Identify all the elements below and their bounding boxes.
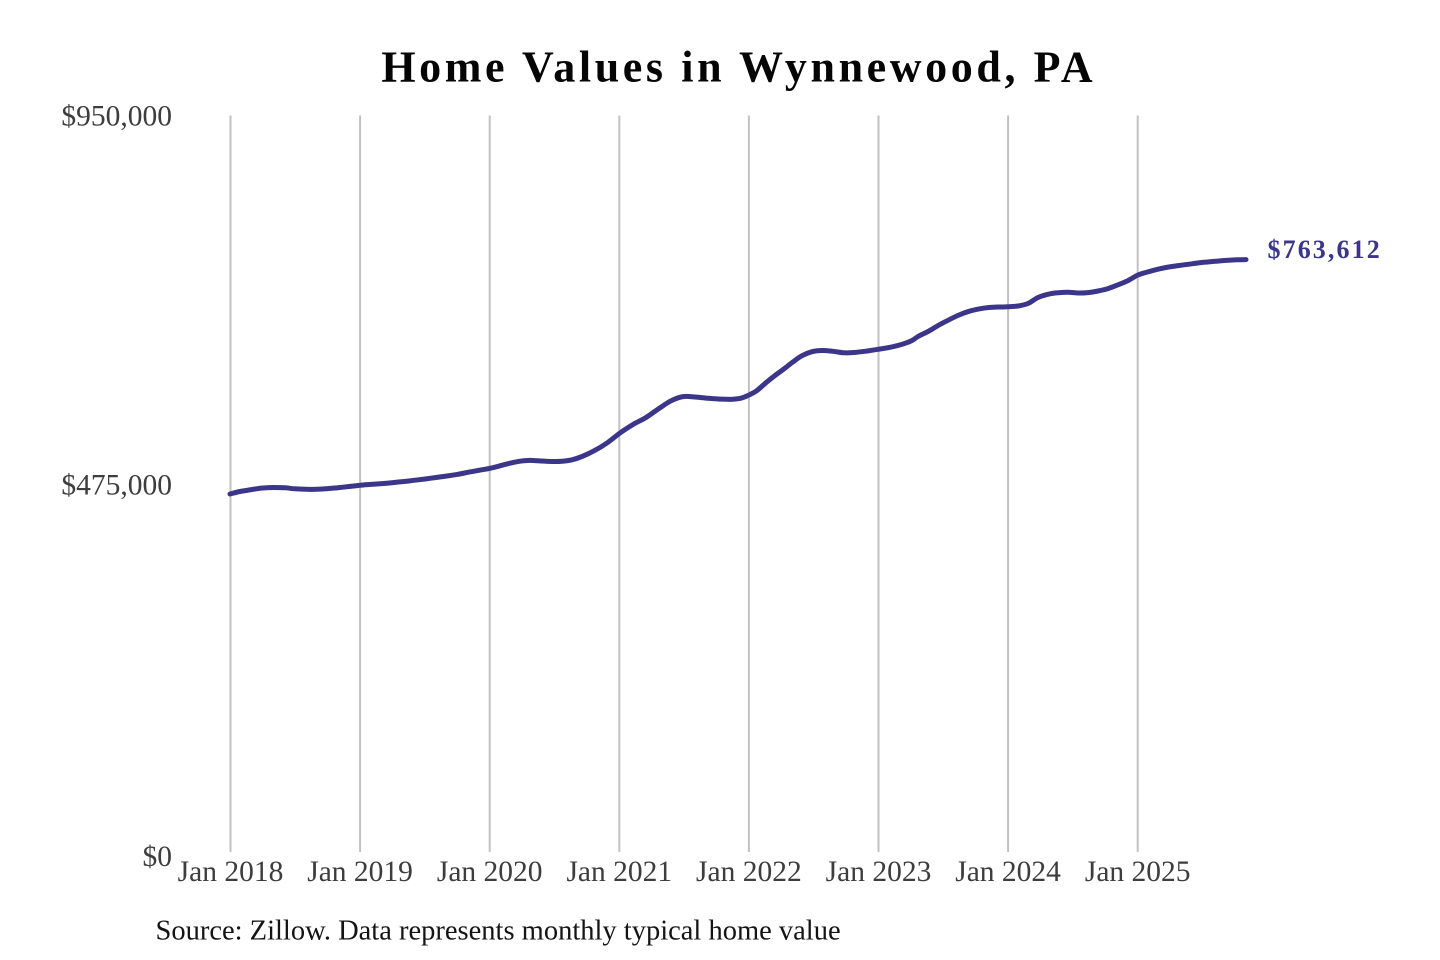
svg-text:Jan 2019: Jan 2019 bbox=[307, 856, 413, 888]
svg-text:$763,612: $763,612 bbox=[1268, 235, 1382, 264]
svg-text:Jan 2018: Jan 2018 bbox=[178, 856, 284, 888]
svg-text:Source: Zillow. Data represent: Source: Zillow. Data represents monthly … bbox=[156, 916, 841, 947]
svg-text:Jan 2023: Jan 2023 bbox=[826, 856, 932, 888]
svg-text:$950,000: $950,000 bbox=[61, 101, 172, 133]
svg-text:Jan 2021: Jan 2021 bbox=[566, 856, 672, 888]
svg-text:$475,000: $475,000 bbox=[61, 470, 172, 502]
svg-text:Home Values in Wynnewood, PA: Home Values in Wynnewood, PA bbox=[381, 43, 1096, 92]
svg-text:Jan 2020: Jan 2020 bbox=[437, 856, 543, 888]
svg-text:Jan 2024: Jan 2024 bbox=[955, 856, 1061, 888]
svg-text:$0: $0 bbox=[143, 841, 173, 873]
svg-text:Jan 2025: Jan 2025 bbox=[1085, 856, 1191, 888]
svg-text:Jan 2022: Jan 2022 bbox=[696, 856, 802, 888]
